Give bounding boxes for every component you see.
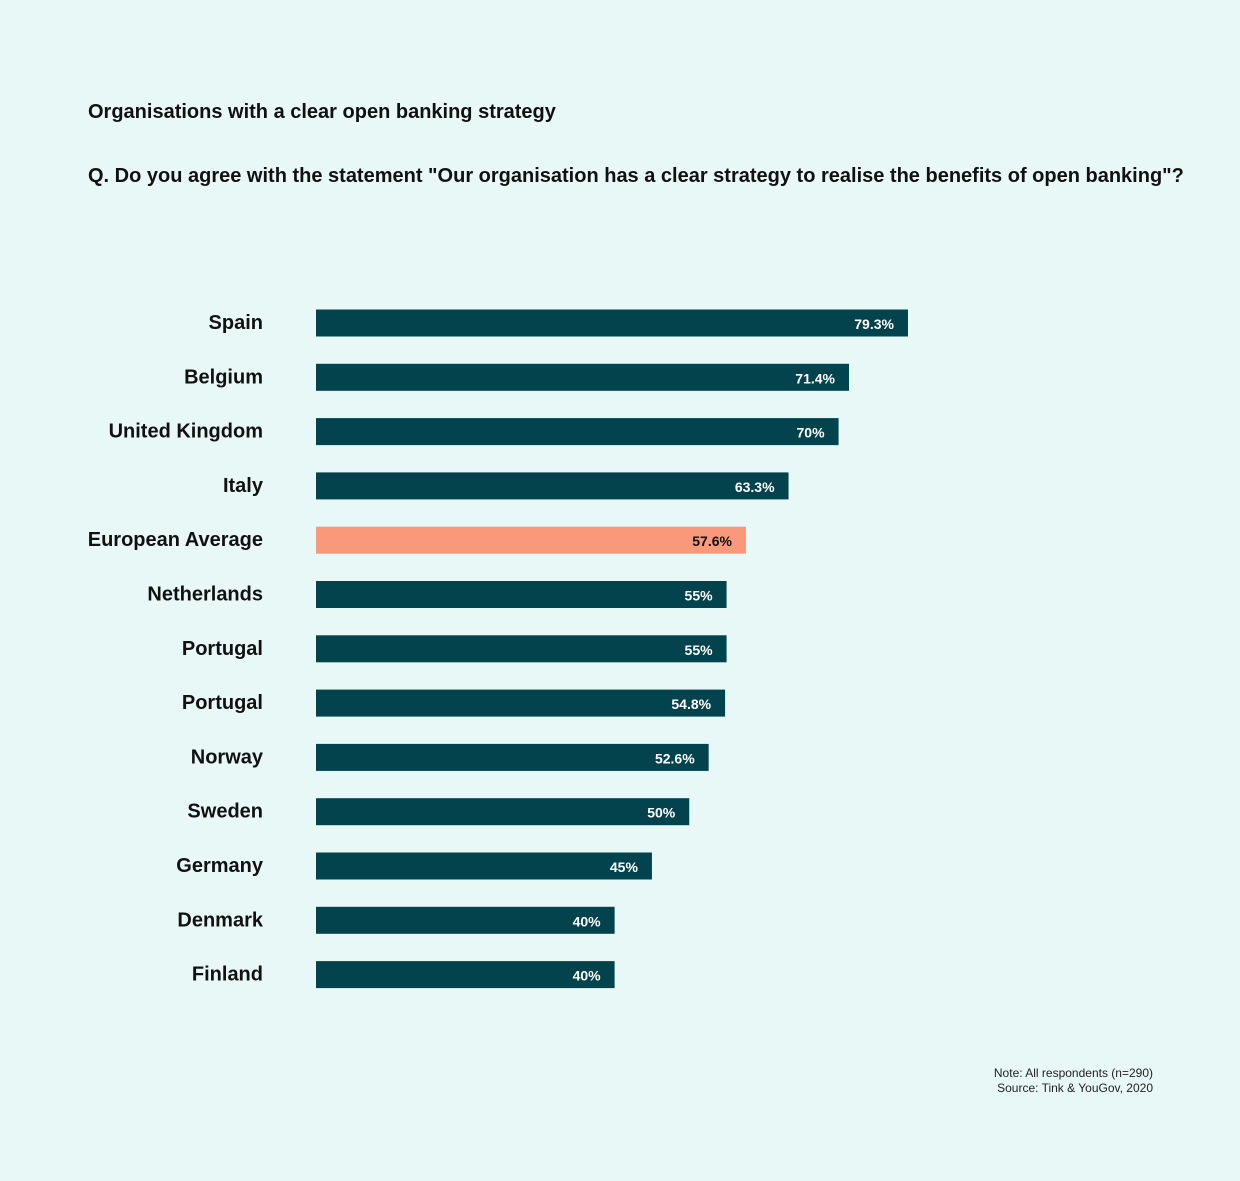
value-label: 52.6%	[655, 750, 695, 766]
category-label: Netherlands	[147, 584, 263, 606]
bar	[316, 689, 726, 717]
value-label: 55%	[685, 642, 714, 658]
bar	[316, 635, 727, 663]
value-label: 63.3%	[735, 479, 775, 495]
value-label: 55%	[685, 588, 714, 604]
value-label: 40%	[573, 968, 602, 984]
value-label: 71.4%	[795, 370, 835, 386]
bar	[316, 581, 727, 608]
bar	[316, 906, 615, 934]
category-label: Finland	[192, 964, 263, 986]
category-label: Germany	[176, 855, 264, 877]
bar-european-average	[316, 526, 746, 554]
bar	[316, 472, 789, 500]
category-label: United Kingdom	[109, 421, 263, 443]
bar	[316, 961, 615, 989]
bar-chart: Spain 79.3% Belgium 71.4% United Kingdom 70% I…	[88, 309, 908, 989]
category-label: Spain	[209, 312, 263, 334]
category-label: Belgium	[184, 366, 263, 388]
survey-question: Q. Do you agree with the statement "Our …	[88, 165, 1184, 187]
bar	[316, 363, 850, 391]
category-label: Norway	[191, 746, 264, 768]
bar	[316, 418, 839, 446]
source-note: Source: Tink & YouGov, 2020	[997, 1081, 1153, 1095]
value-label: 40%	[573, 913, 602, 929]
chart-footnote: Note: All respondents (n=290) Source: Ti…	[994, 1066, 1153, 1096]
value-label: 57.6%	[692, 533, 732, 549]
category-label: Portugal	[182, 692, 263, 714]
value-label: 79.3%	[854, 316, 894, 332]
value-label: 54.8%	[671, 696, 711, 712]
category-label: Portugal	[182, 638, 263, 660]
category-label: Sweden	[187, 801, 263, 823]
sample-note: Note: All respondents (n=290)	[993, 1066, 1153, 1080]
category-label: European Average	[88, 529, 263, 551]
bar	[316, 309, 908, 337]
bar	[316, 798, 690, 826]
bar	[316, 852, 652, 880]
category-label: Denmark	[177, 909, 263, 931]
bar	[316, 743, 709, 771]
value-label: 45%	[610, 859, 639, 875]
value-label: 70%	[797, 425, 826, 441]
category-label: Italy	[223, 475, 264, 497]
value-label: 50%	[647, 805, 676, 821]
chart-title: Organisations with a clear open banking …	[88, 101, 556, 123]
